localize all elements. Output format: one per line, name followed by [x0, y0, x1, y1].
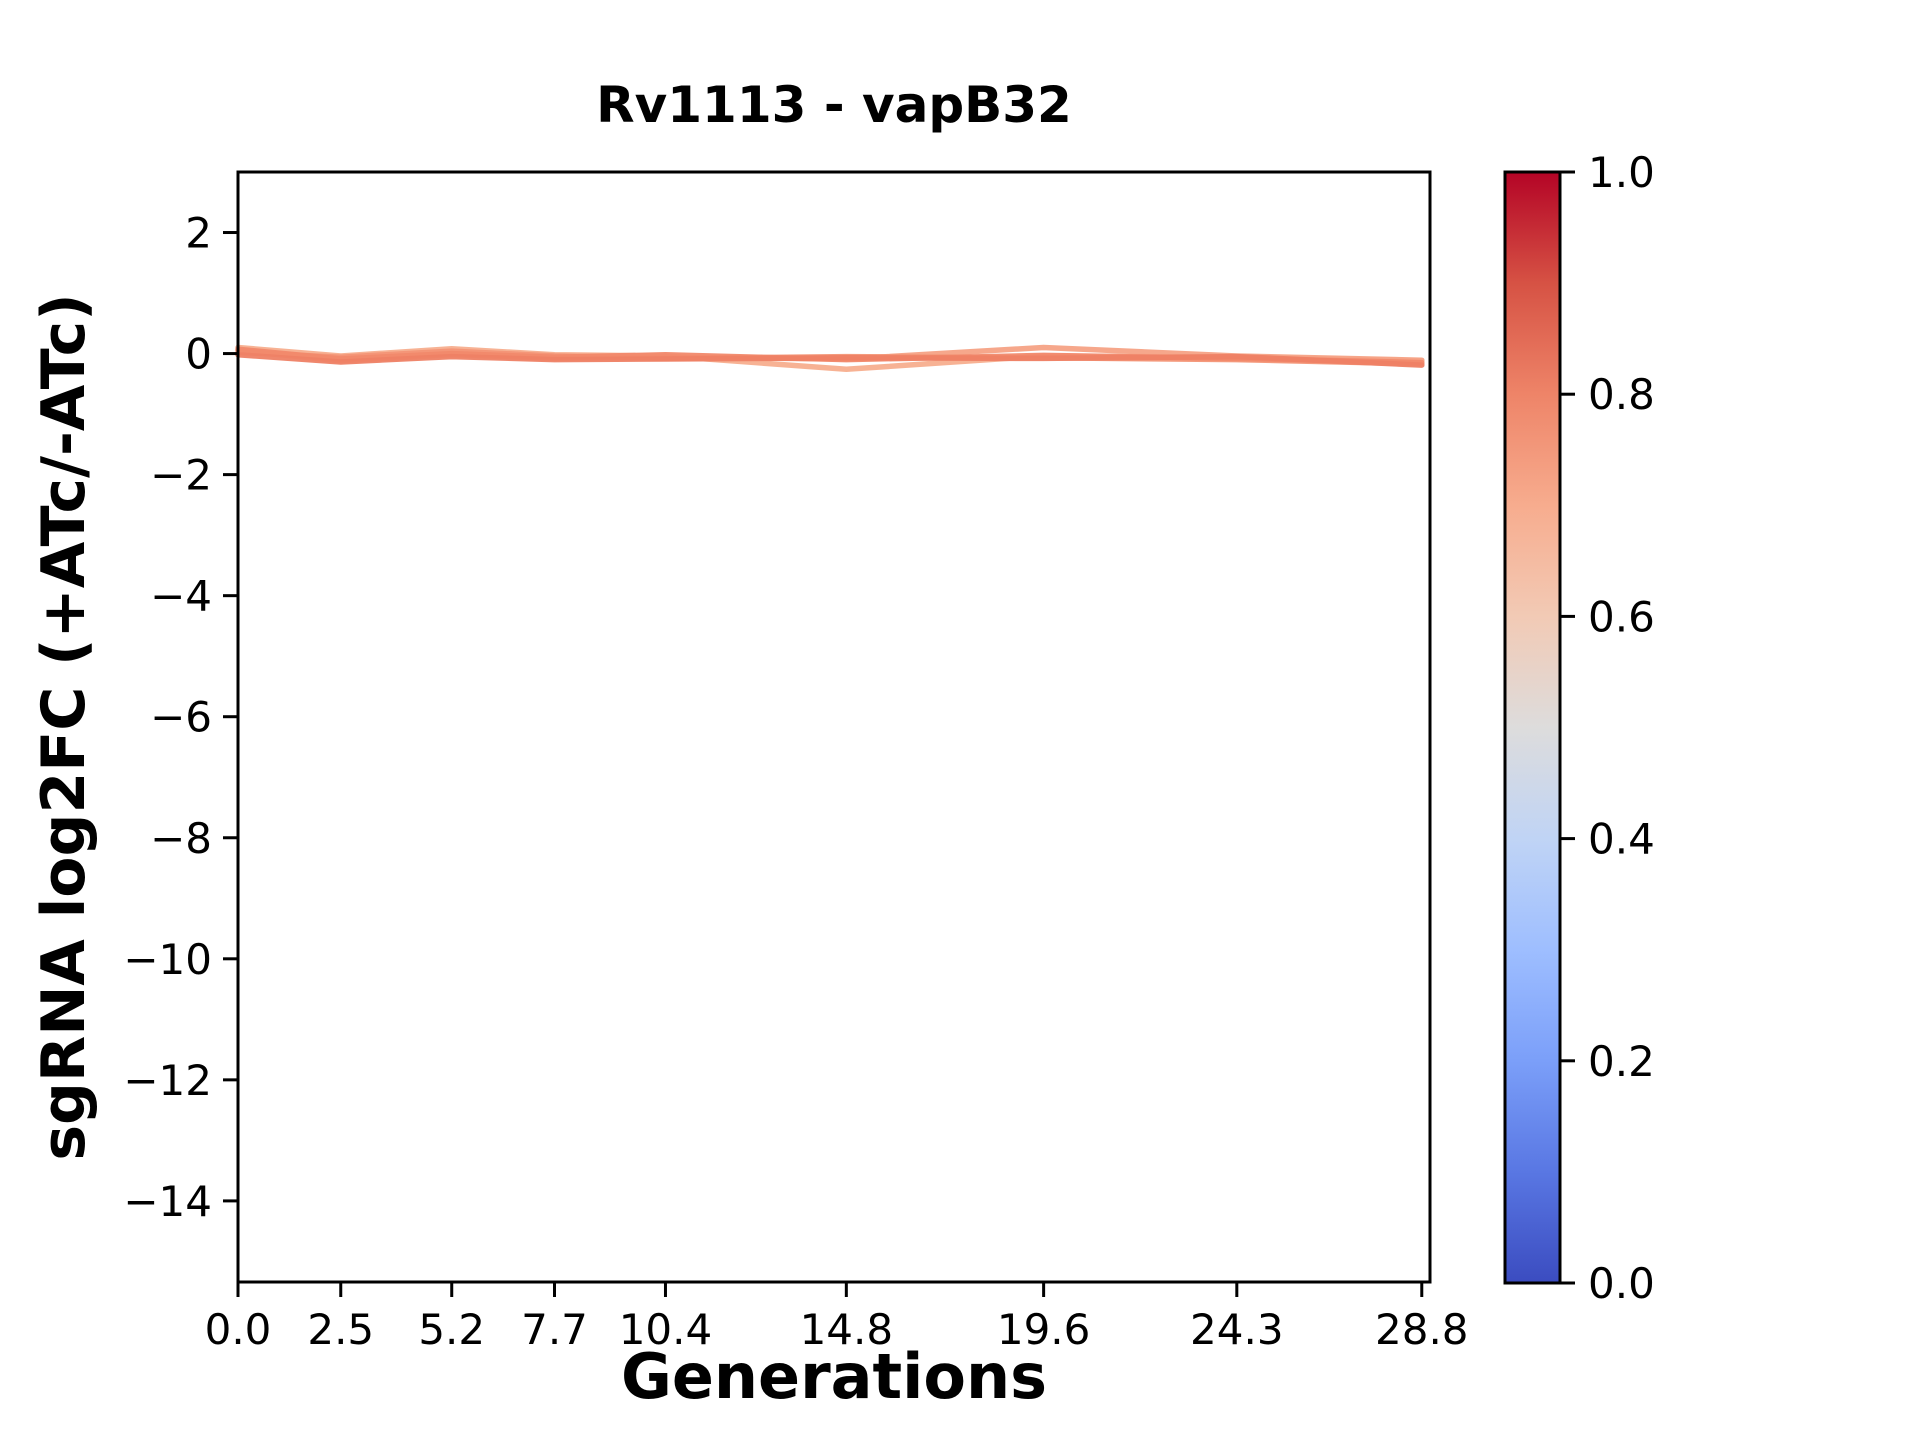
y-tick-label: −14 — [123, 1177, 212, 1226]
x-tick-label: 28.8 — [1375, 1305, 1469, 1354]
chart-title: Rv1113 - vapB32 — [596, 76, 1072, 134]
colorbar — [1503, 170, 1562, 1285]
x-tick-label: 5.2 — [418, 1305, 485, 1354]
y-tick-label: 2 — [185, 209, 212, 258]
colorbar-tick-label: 0.6 — [1588, 592, 1655, 641]
colorbar-tick-label: 0.0 — [1588, 1259, 1655, 1308]
colorbar-tick-label: 1.0 — [1588, 148, 1655, 197]
colorbar-tick-label: 0.2 — [1588, 1037, 1655, 1086]
y-tick-label: −2 — [150, 451, 212, 500]
x-tick-label: 24.3 — [1190, 1305, 1284, 1354]
x-tick-label: 0.0 — [205, 1305, 272, 1354]
x-tick-label: 7.7 — [521, 1305, 588, 1354]
x-tick-label: 19.6 — [997, 1305, 1091, 1354]
x-tick-label: 14.8 — [800, 1305, 894, 1354]
y-tick-label: −12 — [123, 1056, 212, 1105]
colorbar-tick-label: 0.4 — [1588, 815, 1655, 864]
plot-frame — [236, 170, 1432, 1284]
y-tick-label: −4 — [150, 572, 212, 621]
y-tick-label: 0 — [185, 330, 212, 379]
colorbar-tick-label: 0.8 — [1588, 370, 1655, 419]
y-tick-label: −10 — [123, 935, 212, 984]
x-tick-label: 2.5 — [307, 1305, 374, 1354]
y-tick-label: −8 — [150, 814, 212, 863]
x-tick-label: 10.4 — [619, 1305, 713, 1354]
sgrna-line-5 — [235, 352, 1425, 368]
y-tick-label: −6 — [150, 693, 212, 742]
x-axis-title: Generations — [620, 1340, 1048, 1413]
